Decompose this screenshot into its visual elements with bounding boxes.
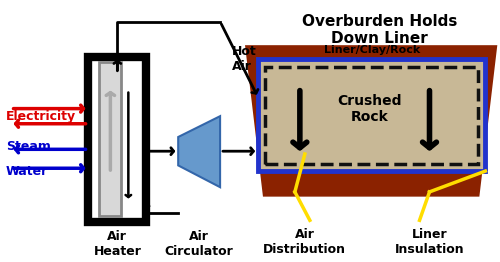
Text: Crushed
Rock: Crushed Rock: [338, 94, 402, 124]
Text: Water: Water: [6, 165, 48, 178]
Bar: [258, 59, 486, 171]
Text: Overburden Holds
Down Liner: Overburden Holds Down Liner: [302, 14, 458, 46]
Text: Liner/Clay/Rock: Liner/Clay/Rock: [324, 45, 420, 55]
Text: Air
Distribution: Air Distribution: [264, 228, 346, 256]
Bar: [265, 67, 478, 163]
Polygon shape: [245, 45, 498, 197]
Polygon shape: [178, 116, 220, 187]
Text: Liner
Insulation: Liner Insulation: [394, 228, 464, 256]
Text: Hot
Air: Hot Air: [232, 45, 257, 73]
Text: Steam: Steam: [6, 140, 51, 153]
Bar: [88, 57, 146, 222]
Text: Air
Heater: Air Heater: [94, 230, 142, 258]
Bar: [100, 62, 122, 216]
Text: Air
Circulator: Air Circulator: [165, 230, 234, 258]
Text: Electricity: Electricity: [6, 110, 76, 123]
